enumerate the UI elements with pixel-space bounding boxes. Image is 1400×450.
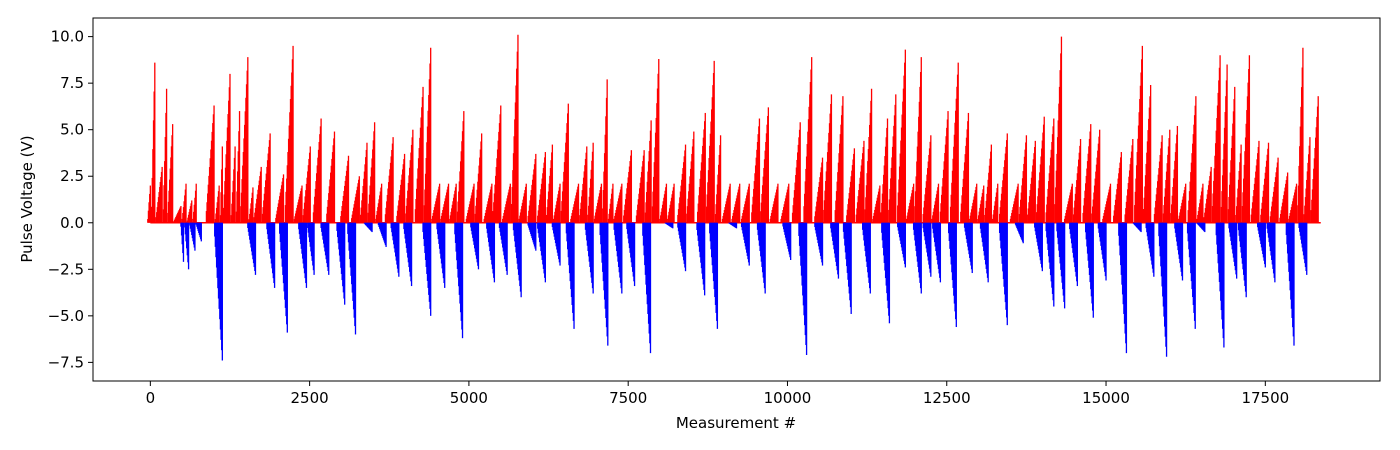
x-tick-label: 5000 [450, 389, 488, 407]
x-axis-ticks: 0 2500 5000 7500 10000 12500 15000 17500 [146, 381, 1289, 407]
x-tick-label: 12500 [923, 389, 971, 407]
y-tick-label: 5.0 [60, 121, 84, 139]
y-tick-label: 2.5 [60, 167, 84, 185]
x-tick-label: 10000 [764, 389, 812, 407]
positive-pulse-series [147, 34, 1321, 224]
y-tick-label: 10.0 [51, 28, 84, 46]
y-axis-label: Pulse Voltage (V) [18, 135, 36, 262]
y-axis-ticks: −7.5 −5.0 −2.5 0.0 2.5 5.0 7.5 10.0 [48, 28, 93, 371]
y-tick-label: −7.5 [48, 353, 84, 371]
y-tick-label: 0.0 [60, 214, 84, 232]
negative-pulse-series [180, 222, 1308, 361]
x-tick-label: 7500 [609, 389, 647, 407]
y-tick-label: 7.5 [60, 74, 84, 92]
x-tick-label: 15000 [1082, 389, 1130, 407]
x-tick-label: 0 [146, 389, 156, 407]
y-tick-label: −2.5 [48, 260, 84, 278]
x-tick-label: 17500 [1241, 389, 1289, 407]
x-tick-label: 2500 [291, 389, 329, 407]
x-axis-label: Measurement # [676, 414, 796, 432]
y-tick-label: −5.0 [48, 307, 84, 325]
plot-frame [92, 17, 1381, 382]
